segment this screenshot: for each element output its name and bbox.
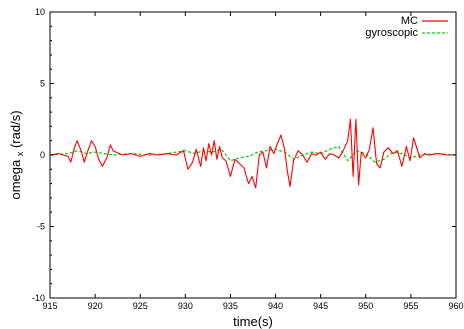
legend-label: MC [401,15,418,27]
y-axis-label-unit: (rad/s) [8,110,23,148]
y-axis-label: omega x (rad/s) [8,110,26,199]
x-tick-label: 930 [178,301,193,311]
series-layer [49,118,457,189]
y-axis-label-subscript: x [15,151,25,156]
x-tick-label: 960 [448,301,463,311]
x-tick-label: 945 [313,301,328,311]
x-tick-label: 925 [133,301,148,311]
y-tick-label: 0 [40,150,45,160]
x-axis-label: time(s) [233,314,273,329]
tick-layer: 915 920 925 930 935 940 945 950 955 960 10 5 0 -5 -10 [32,7,464,311]
y-tick-label: -5 [37,222,45,232]
x-tick-label: 915 [42,301,57,311]
x-tick-label: 950 [358,301,373,311]
y-tick-label: 5 [40,79,45,89]
y-tick-label: 10 [35,7,45,17]
legend-label: gyroscopic [365,27,418,39]
x-tick-label: 935 [223,301,238,311]
y-axis-label-main: omega [8,159,23,200]
x-tick-label: 940 [268,301,283,311]
y-tick-label: -10 [32,293,45,303]
x-tick-label: 920 [88,301,103,311]
series-line-gyroscopic [49,145,457,163]
plot-area: 915 920 925 930 935 940 945 950 955 960 10 5 0 -5 -10 [32,7,464,311]
x-tick-label: 955 [403,301,418,311]
series-line-mc [49,118,456,189]
